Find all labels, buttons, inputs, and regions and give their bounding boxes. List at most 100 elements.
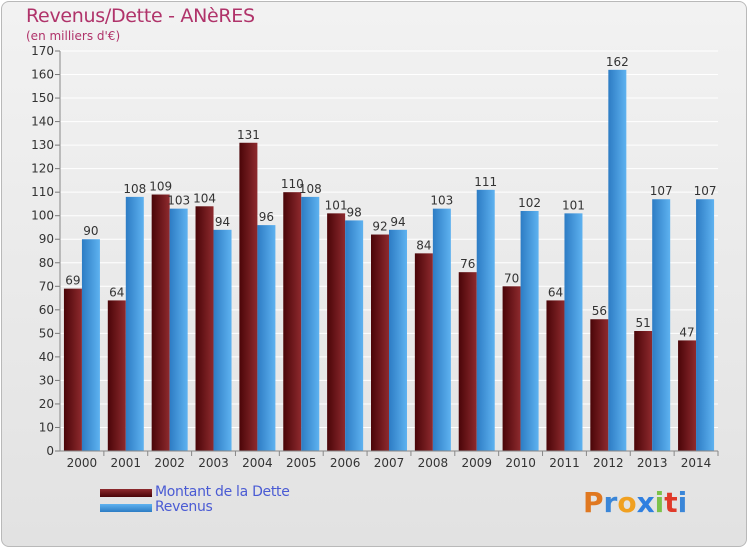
data-label-revenue: 90	[83, 224, 98, 238]
data-label-revenue: 94	[390, 215, 405, 229]
data-label-debt: 51	[636, 316, 651, 330]
y-tick-label: 90	[39, 232, 54, 246]
bar-debt	[502, 286, 521, 451]
x-tick-label: 2007	[374, 456, 405, 470]
y-tick-label: 140	[31, 115, 54, 129]
legend-item-revenue: Revenus	[100, 499, 400, 515]
logo-letter: P	[583, 486, 604, 519]
proxiti-logo: Proxiti	[583, 486, 687, 519]
data-label-debt: 104	[193, 191, 216, 205]
chart-subtitle: (en milliers d'€)	[26, 29, 121, 43]
x-tick-label: 2006	[330, 456, 361, 470]
bar-debt	[590, 319, 609, 451]
logo-letter: i	[654, 486, 665, 519]
axes: 0 10 20 30 40 50 60 70 80 90 100 110 120 130 140 150 160…	[31, 44, 719, 470]
bar-debt	[371, 234, 389, 451]
bar-revenue	[696, 199, 715, 451]
bar-revenue	[652, 199, 671, 451]
y-tick-label: 110	[31, 185, 54, 199]
bar-debt	[151, 194, 170, 451]
data-label-revenue: 162	[606, 55, 629, 69]
data-label-revenue: 107	[650, 184, 673, 198]
y-tick-label: 40	[39, 350, 54, 364]
y-tick-label: 100	[31, 209, 54, 223]
data-label-debt: 47	[679, 325, 694, 339]
bar-debt	[239, 142, 258, 451]
x-tick-label: 2000	[67, 456, 98, 470]
data-label-revenue: 102	[518, 196, 541, 210]
logo-letter: t	[664, 486, 678, 519]
y-tick-label: 60	[39, 303, 54, 317]
y-tick-label: 120	[31, 162, 54, 176]
data-label-revenue: 108	[123, 182, 146, 196]
bar-debt	[107, 300, 126, 451]
x-tick-label: 2008	[418, 456, 449, 470]
x-tick-label: 2014	[681, 456, 712, 470]
data-label-revenue: 103	[167, 194, 190, 208]
bar-revenue	[125, 196, 144, 451]
data-label-revenue: 111	[474, 175, 497, 189]
legend-item-debt: Montant de la Dette	[100, 484, 400, 500]
y-tick-label: 70	[39, 279, 54, 293]
bar-revenue	[169, 208, 188, 451]
x-tick-label: 2011	[549, 456, 580, 470]
data-label-debt: 131	[237, 128, 260, 142]
logo-letter: o	[617, 486, 637, 519]
x-tick-label: 2010	[505, 456, 536, 470]
bar-debt	[414, 253, 433, 451]
data-label-debt: 69	[65, 274, 80, 288]
data-label-revenue: 94	[215, 215, 230, 229]
logo-letter: x	[636, 486, 655, 519]
bar-debt	[678, 340, 697, 451]
bar-revenue	[345, 220, 364, 451]
y-tick-label: 150	[31, 91, 54, 105]
data-label-debt: 64	[109, 285, 124, 299]
data-label-debt: 64	[548, 285, 563, 299]
bar-debt	[63, 288, 82, 451]
bar-debt	[195, 206, 214, 451]
bars	[63, 69, 715, 452]
x-tick-label: 2013	[637, 456, 668, 470]
bar-revenue	[476, 189, 495, 451]
data-label-debt: 84	[416, 238, 431, 252]
data-label-revenue: 101	[562, 198, 585, 212]
logo-letter: i	[677, 486, 688, 519]
logo-letter: r	[603, 486, 618, 519]
data-label-debt: 109	[149, 180, 172, 194]
bar-revenue	[564, 213, 583, 451]
y-tick-label: 10	[39, 420, 54, 434]
data-label-revenue: 107	[694, 184, 717, 198]
x-tick-label: 2009	[461, 456, 492, 470]
bar-debt	[458, 272, 477, 451]
y-tick-label: 80	[39, 256, 54, 270]
x-tick-label: 2002	[154, 456, 185, 470]
chart-title: Revenus/Dette - ANèRES	[26, 5, 255, 27]
bar-revenue	[213, 229, 232, 451]
data-label-revenue: 98	[346, 205, 361, 219]
bar-revenue	[389, 229, 407, 451]
x-tick-label: 2005	[286, 456, 317, 470]
y-tick-label: 20	[39, 397, 54, 411]
x-tick-label: 2003	[198, 456, 229, 470]
y-tick-label: 170	[31, 44, 54, 58]
x-tick-label: 2004	[242, 456, 273, 470]
data-label-debt: 56	[592, 304, 607, 318]
x-tick-label: 2001	[111, 456, 142, 470]
y-tick-label: 0	[46, 444, 54, 458]
bar-debt	[283, 192, 302, 452]
legend-swatch-revenue	[100, 504, 152, 512]
bar-revenue	[257, 225, 276, 451]
data-label-debt: 92	[372, 220, 387, 234]
data-label-revenue: 108	[299, 182, 322, 196]
data-label-debt: 70	[504, 271, 519, 285]
bar-debt	[327, 213, 346, 451]
bar-revenue	[301, 196, 320, 451]
legend-label-revenue: Revenus	[155, 499, 213, 515]
data-label-debt: 76	[460, 257, 475, 271]
bar-debt	[634, 331, 653, 451]
bar-revenue	[432, 208, 451, 451]
y-tick-label: 30	[39, 373, 54, 387]
y-tick-label: 130	[31, 138, 54, 152]
